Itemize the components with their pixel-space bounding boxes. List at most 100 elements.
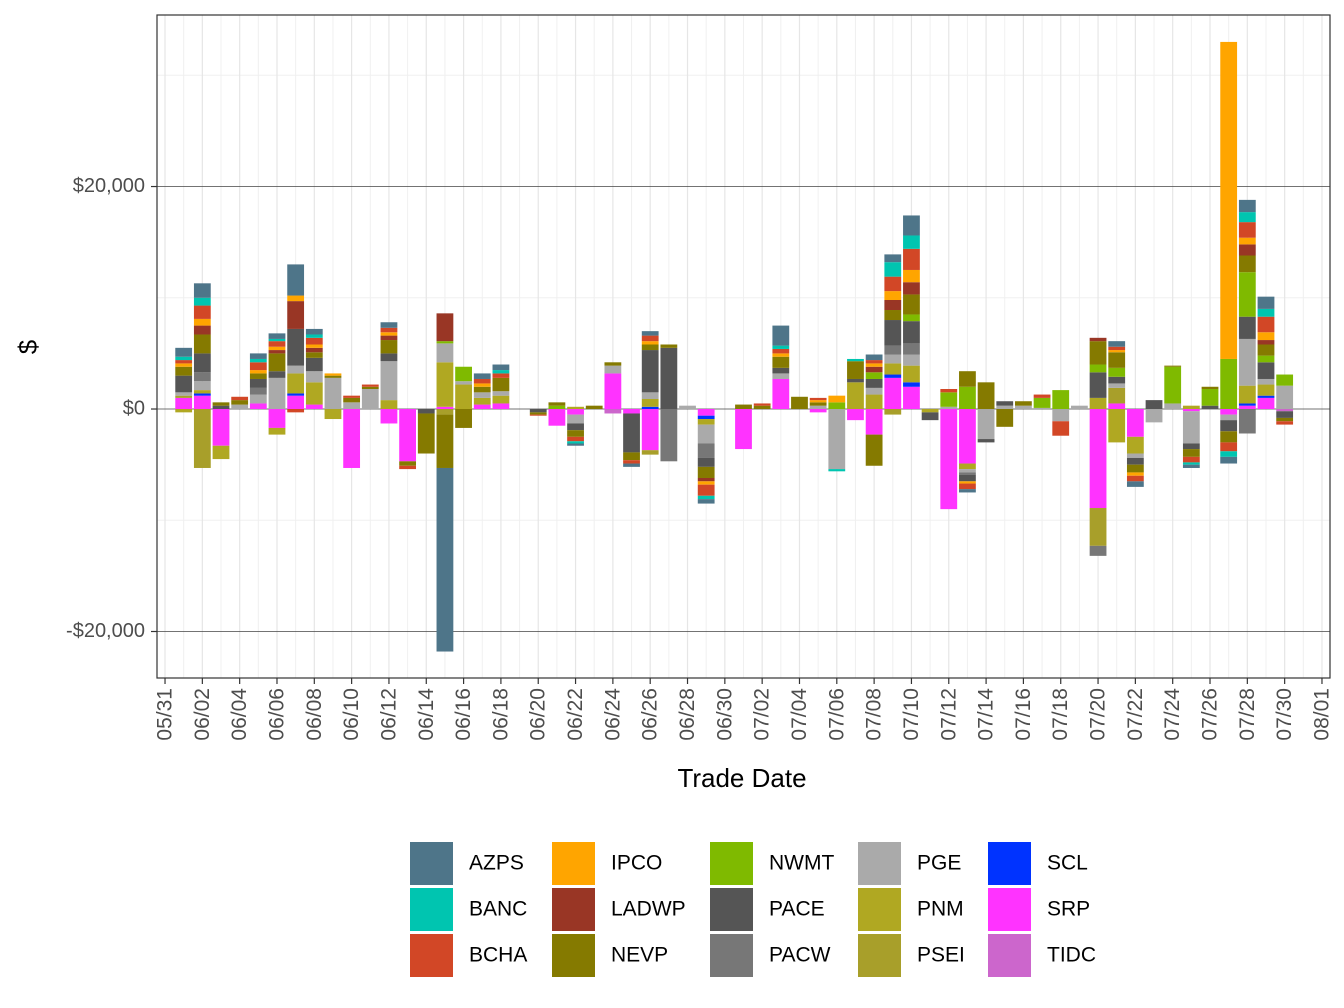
bar-segment (1257, 340, 1275, 345)
bar-segment (959, 481, 976, 484)
x-tick-label: 06/06 (265, 688, 288, 741)
bar-segment (1108, 350, 1126, 353)
bar-segment (940, 392, 958, 407)
bar-segment (193, 297, 211, 306)
legend-label: SRP (1047, 898, 1090, 921)
x-tick-label: 07/06 (825, 688, 848, 741)
bar-segment (1257, 355, 1275, 363)
bar-segment (175, 363, 193, 367)
bar-segment (1238, 403, 1256, 406)
bar-segment (903, 382, 920, 387)
bar-segment (697, 419, 715, 425)
bar-segment (1238, 199, 1256, 213)
bar-segment (1257, 316, 1275, 333)
bar-segment (492, 395, 510, 404)
legend-key (988, 888, 1031, 931)
bar-segment (903, 235, 920, 249)
bar-segment (1220, 431, 1238, 443)
bar-segment (1238, 244, 1256, 256)
x-tick-label: 06/26 (639, 688, 662, 741)
x-tick-label: 06/18 (489, 688, 512, 741)
bar-segment (884, 300, 902, 311)
bar-segment (884, 262, 902, 277)
bar-segment (735, 409, 752, 450)
bar-segment (492, 370, 510, 374)
bar-segment (753, 405, 771, 410)
bar-segment (1089, 364, 1107, 373)
bar-segment (175, 356, 193, 361)
bar-segment (212, 409, 230, 446)
bar-segment (287, 409, 305, 413)
x-tick-label: 06/12 (377, 688, 400, 741)
y-axis-title: $ (13, 339, 43, 354)
bar-segment (399, 461, 417, 466)
bar-segment (996, 409, 1014, 427)
bar-segment (1238, 255, 1256, 273)
bar-segment (417, 413, 435, 454)
bar-segment (268, 371, 286, 378)
bar-segment (847, 378, 864, 383)
bar-segment (828, 409, 846, 470)
bar-segment (809, 400, 827, 403)
bar-segment (772, 348, 790, 354)
bar-segment (361, 384, 379, 387)
bar-segment (1238, 338, 1256, 386)
bar-segment (865, 409, 883, 435)
bar-segment (1089, 545, 1107, 556)
bar-segment (287, 328, 305, 366)
bar-segment (1201, 388, 1219, 406)
bar-segment (940, 388, 958, 393)
bar-segment (249, 387, 267, 395)
bar-segment (697, 495, 715, 500)
bar-segment (865, 366, 883, 373)
bar-segment (623, 413, 640, 453)
x-tick-label: 08/01 (1310, 688, 1333, 741)
bar-segment (996, 405, 1014, 410)
bar-segment (548, 409, 566, 426)
bar-segment (268, 333, 286, 339)
bar-segment (249, 362, 267, 371)
bar-segment (212, 405, 230, 410)
bar-segment (249, 370, 267, 374)
bar-segment (1182, 449, 1200, 457)
bar-segment (959, 463, 976, 470)
bar-segment (249, 394, 267, 404)
legend-label: SCL (1047, 852, 1088, 875)
bar-segment (1238, 237, 1256, 245)
bar-segment (175, 409, 193, 413)
bar-segment (884, 291, 902, 301)
bar-segment (1126, 481, 1144, 487)
x-tick-label: 07/18 (1049, 688, 1072, 741)
bar-segment (1182, 443, 1200, 450)
bar-segment (623, 452, 640, 461)
bar-segment (977, 382, 995, 410)
bar-segment (529, 414, 547, 416)
legend-key (410, 888, 453, 931)
bar-segment (436, 313, 454, 342)
bar-segment (959, 474, 976, 482)
bar-segment (1126, 464, 1144, 473)
bar-segment (1257, 362, 1275, 379)
legend-label: BCHA (469, 944, 527, 967)
bar-segment (305, 328, 323, 335)
bar-segment (641, 335, 659, 342)
bar-segment (1089, 508, 1107, 546)
bar-segment (585, 405, 603, 410)
bar-segment (473, 378, 491, 384)
bar-segment (193, 409, 211, 468)
bar-segment (959, 483, 976, 490)
bar-segment (847, 358, 864, 362)
bar-segment (231, 396, 249, 401)
bar-segment (884, 345, 902, 355)
bar-segment (660, 347, 678, 410)
bar-segment (305, 347, 323, 353)
bar-segment (959, 489, 976, 493)
bar-segment (1257, 397, 1275, 410)
bar-segment (1182, 405, 1200, 410)
bar-segment (529, 409, 547, 413)
bar-segment (343, 395, 361, 398)
bar-segment (380, 322, 398, 328)
legend-label: NWMT (769, 852, 834, 875)
bar-segment (455, 384, 472, 410)
